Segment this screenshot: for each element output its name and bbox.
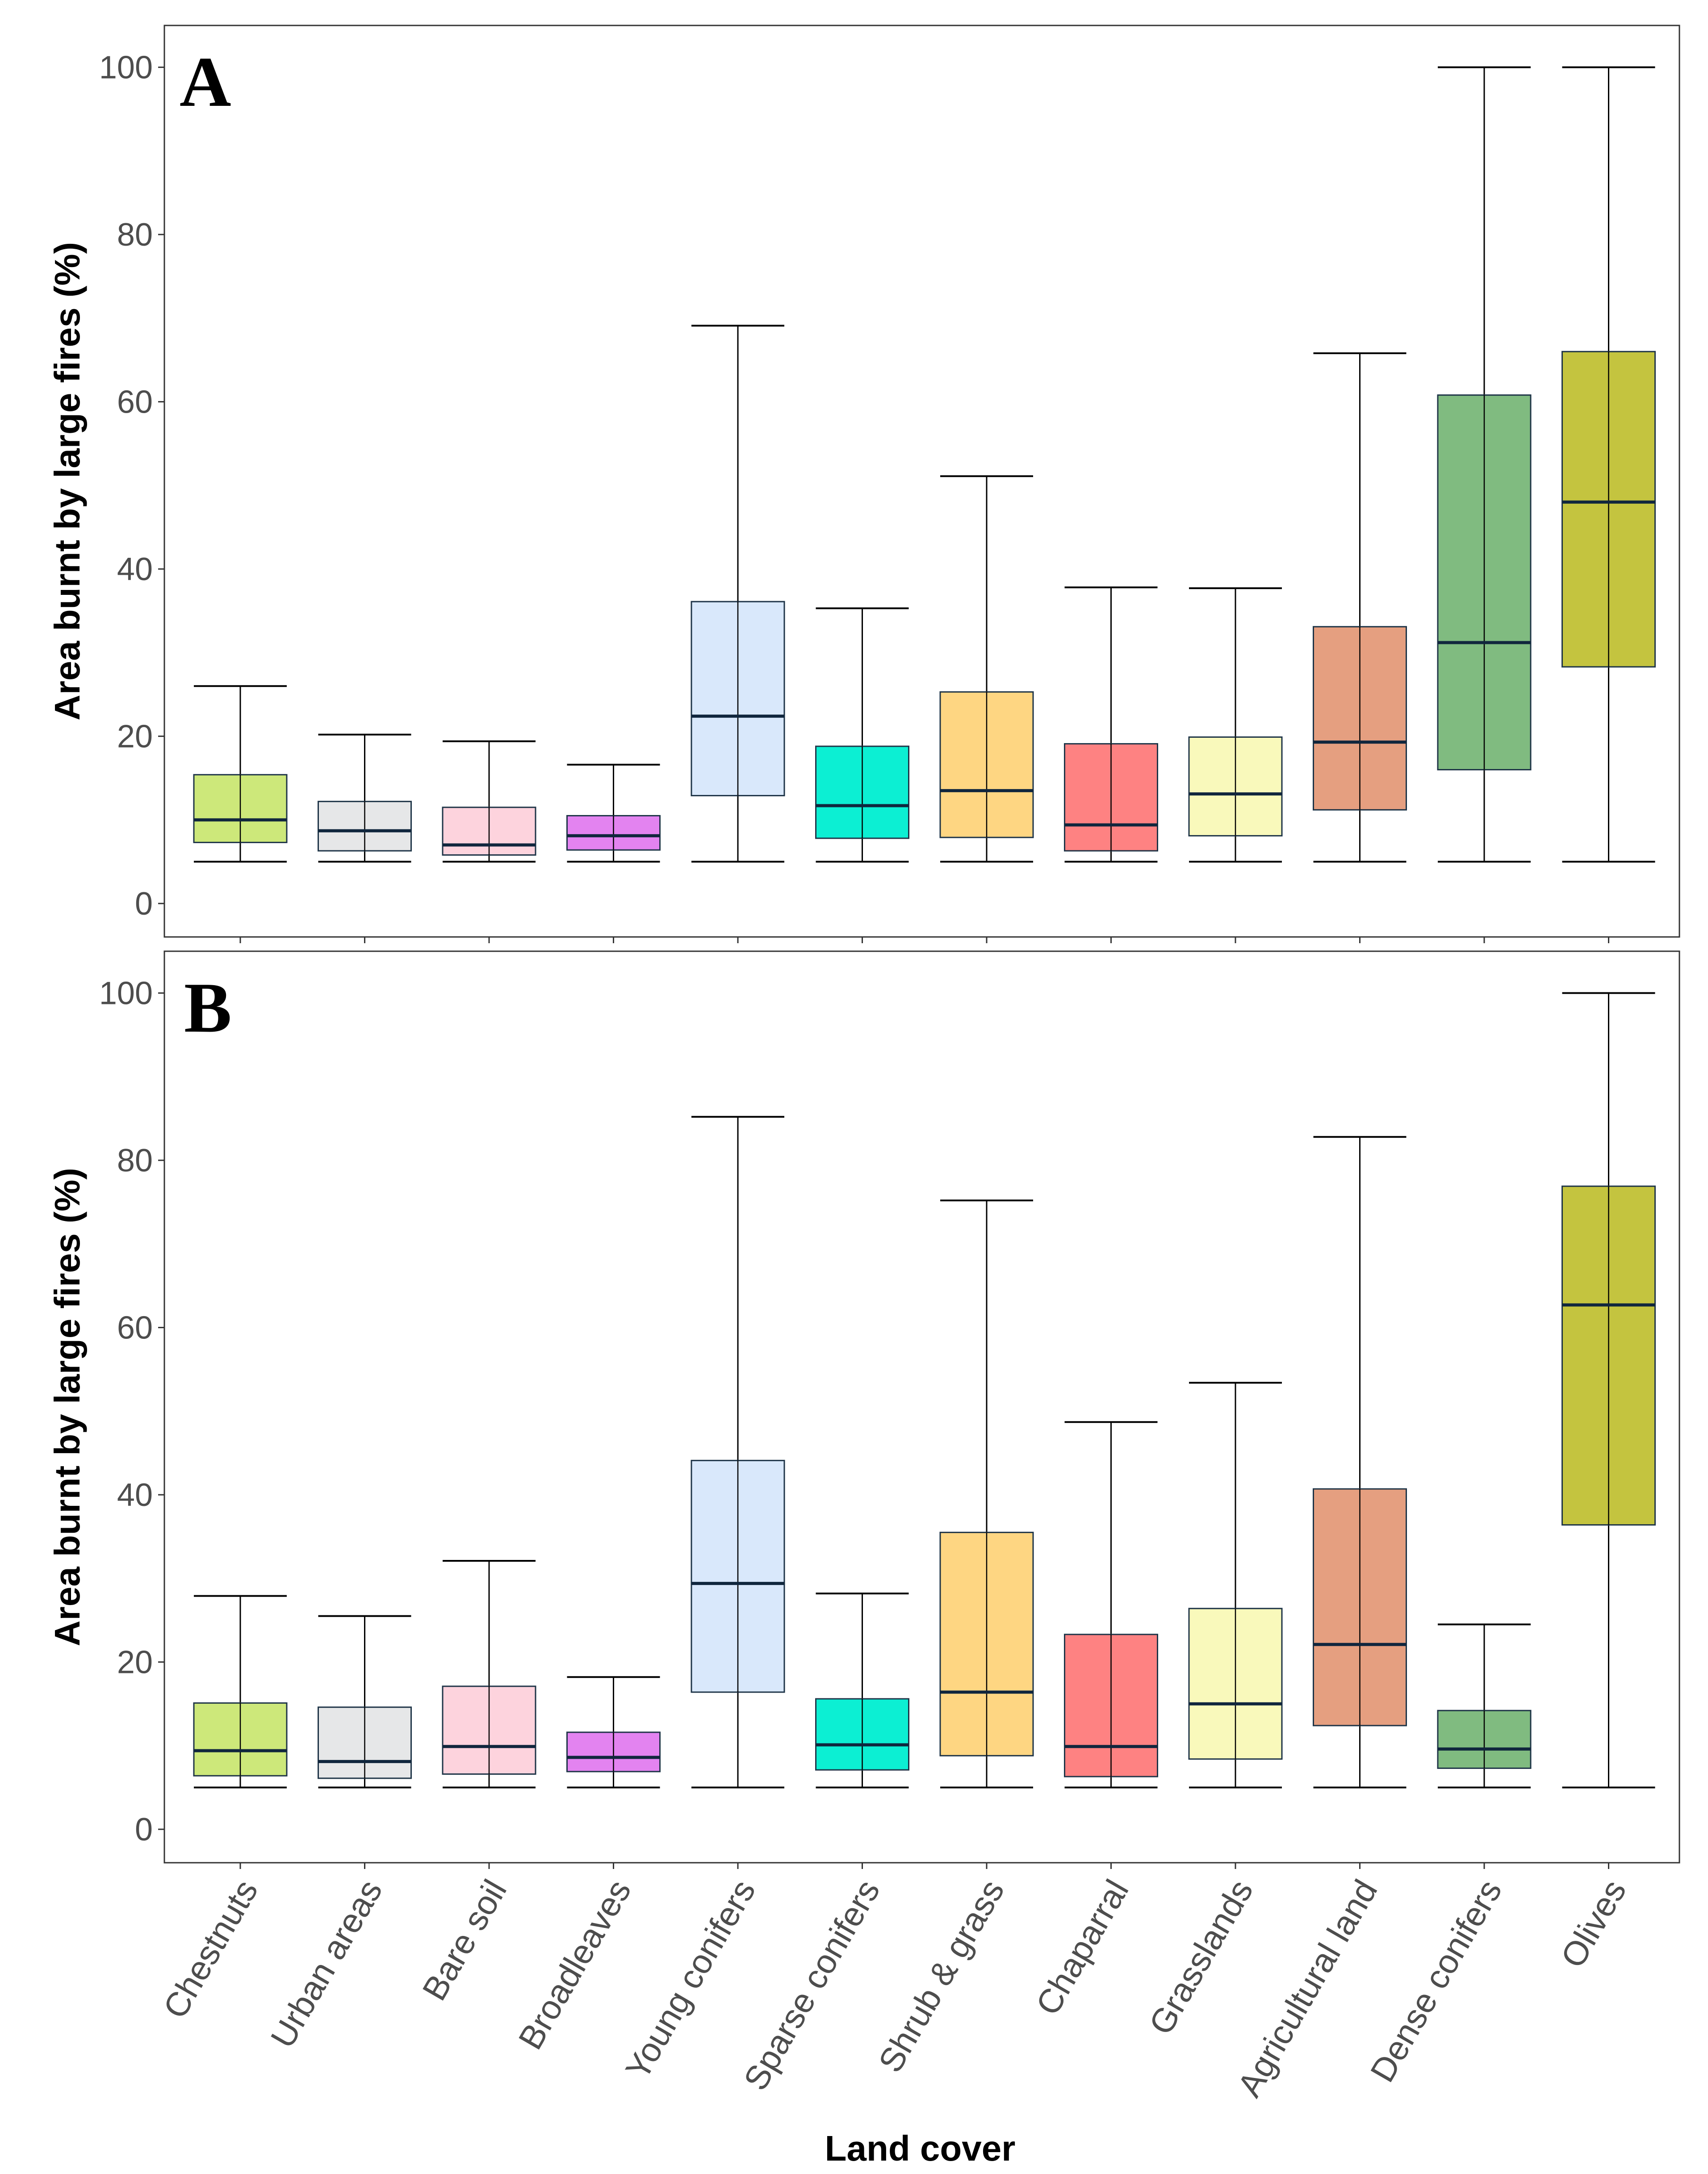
box-chaparral [1064,586,1158,943]
y-tick-label: 20 [117,1645,153,1681]
y-tick-label: 0 [135,1812,153,1848]
box-shrub-grass [939,475,1034,943]
x-tick-label: Grasslands [1142,1873,1260,2041]
box-sparse-conifers [815,607,909,943]
x-tick-label: Young conifers [618,1873,763,2086]
box-shrub-grass [939,1199,1034,1869]
y-tick-label: 100 [99,976,153,1012]
x-tick-label: Chestnuts [156,1873,265,2025]
panel-b: 0 20 40 60 80 100 Area burnt by large fires (%… [47,950,1680,1869]
x-tick-label: Dense conifers [1363,1873,1509,2089]
x-tick-label: Bare soil [415,1873,514,2007]
box-dense-conifers [1437,66,1532,943]
box-grasslands [1188,587,1283,943]
box-urban-areas [318,733,412,943]
y-tick-label: 80 [117,217,153,253]
y-tick-label: 40 [117,1477,153,1513]
x-tick-label: Agricultural land [1231,1873,1385,2103]
box-chestnuts [193,685,288,943]
box-agricultural-land [1313,1136,1407,1869]
y-tick-label: 80 [117,1143,153,1179]
box-olives [1561,992,1656,1869]
panel-frame [163,950,1680,1864]
x-tick-label: Olives [1553,1873,1633,1974]
x-tick-label: Urban areas [264,1873,390,2054]
y-tick-label: 60 [117,1310,153,1346]
box-urban-areas [318,1615,412,1869]
box-grasslands [1188,1382,1283,1869]
x-axis-title: Land cover [825,2128,1016,2168]
box-broadleaves [566,1676,661,1869]
y-axis-title: Area burnt by large fires (%) [47,1168,87,1646]
y-axis-title: Area burnt by large fires (%) [47,242,87,720]
y-tick-label: 100 [99,50,153,86]
box-bare-soil [442,1560,536,1869]
y-tick-label: 60 [117,385,153,420]
box-sparse-conifers [815,1593,909,1869]
x-tick-label: Broadleaves [511,1873,639,2056]
box-broadleaves [566,764,661,943]
panel-label: A [180,42,231,121]
panel-frame [163,25,1680,938]
box-olives [1561,66,1656,943]
box-chestnuts [193,1595,288,1869]
y-tick-label: 0 [135,886,153,922]
x-tick-label: Shrub & grass [871,1873,1012,2079]
box-bare-soil [442,740,536,943]
panel-a: 0 20 40 60 80 100 Area burnt by large fires (%… [47,25,1680,943]
x-tick-label: Sparse conifers [737,1873,887,2097]
box-chaparral [1064,1421,1158,1869]
box-agricultural-land [1313,352,1407,943]
x-tick-label: Chaparral [1029,1873,1136,2022]
box-dense-conifers [1437,1623,1532,1869]
y-tick-label: 20 [117,719,153,755]
y-tick-label: 40 [117,552,153,587]
box-young-conifers [691,1116,785,1869]
box-young-conifers [691,325,785,943]
panel-label: B [184,968,232,1047]
